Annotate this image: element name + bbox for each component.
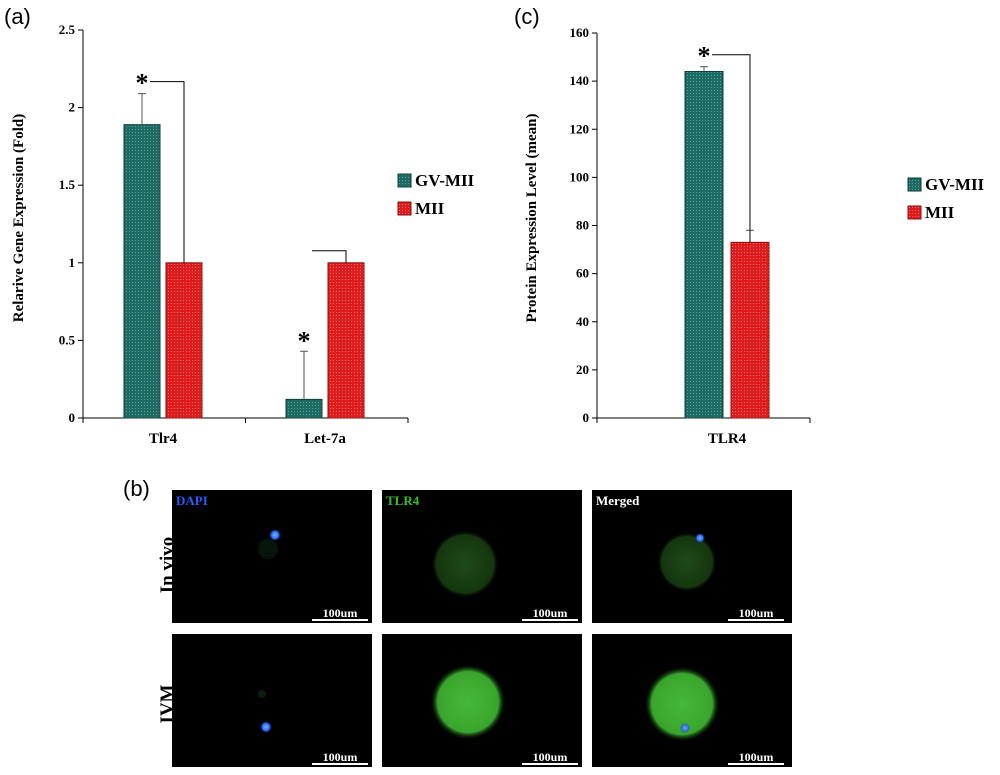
image-in-vivo-tlr4: TLR4 100um — [382, 490, 582, 623]
scale-bar-label: 100um — [323, 606, 358, 620]
panel-label-a: (a) — [4, 4, 31, 29]
y-tick-label: 100 — [570, 169, 590, 184]
x-category-label: Tlr4 — [149, 431, 178, 447]
x-category-label: TLR4 — [708, 431, 747, 447]
y-tick-label: 120 — [570, 121, 590, 136]
channel-label-dapi: DAPI — [176, 493, 208, 508]
image-ivm-dapi: 100um — [172, 634, 372, 767]
legend-label-gv-mii: GV-MII — [415, 171, 475, 190]
nucleus-spot — [269, 529, 281, 541]
legend-label-mii: MII — [415, 199, 445, 218]
y-tick-label: 20 — [576, 362, 589, 377]
image-ivm-merged: 100um — [592, 634, 792, 767]
nucleus-spot — [695, 533, 705, 543]
scale-bar-label: 100um — [533, 750, 568, 764]
significance-star: * — [298, 326, 311, 355]
microscopy-panel: In vivo IVM DAPI 100um TLR4 100um Merged… — [157, 490, 792, 767]
bar-mii-let-7a — [327, 262, 365, 419]
panel-label-c: (c) — [514, 4, 540, 29]
y-tick-label: 80 — [576, 218, 589, 233]
bar-mii-tlr4 — [730, 241, 770, 419]
significance-star: * — [136, 69, 149, 98]
y-tick-label: 2.5 — [59, 22, 76, 37]
scale-bar-label: 100um — [323, 750, 358, 764]
chart-c-y-axis-label: Protein Expression Level (mean) — [524, 113, 540, 322]
scale-bar-label: 100um — [739, 750, 774, 764]
y-tick-label: 40 — [576, 314, 589, 329]
chart-a: Relarive Gene Expression (Fold) 0 0.5 1 1.5… — [11, 22, 475, 447]
legend-label-gv-mii: GV-MII — [925, 175, 985, 194]
scale-bar-label: 100um — [739, 606, 774, 620]
bar-mii-tlr4 — [165, 262, 203, 419]
significance-bracket — [712, 54, 751, 243]
y-tick-label: 140 — [570, 73, 590, 88]
y-tick-label: 0 — [583, 410, 590, 425]
bar-gv-mii-let-7a — [285, 398, 323, 419]
significance-bracket — [150, 81, 185, 263]
scale-bar-label: 100um — [533, 606, 568, 620]
image-ivm-tlr4: 100um — [382, 634, 582, 767]
legend-label-mii: MII — [925, 203, 955, 222]
chart-a-y-axis-label: Relarive Gene Expression (Fold) — [11, 114, 27, 322]
bar-gv-mii-tlr4 — [123, 124, 161, 419]
y-tick-label: 160 — [570, 25, 590, 40]
y-tick-label: 2 — [69, 100, 76, 115]
y-tick-label: 0.5 — [59, 332, 76, 347]
y-tick-label: 0 — [69, 410, 76, 425]
legend-swatch-gv-mii — [397, 173, 412, 188]
y-tick-label: 1 — [69, 255, 76, 270]
x-category-label: Let-7a — [304, 431, 346, 447]
significance-bracket — [312, 250, 347, 263]
legend-swatch-mii — [397, 201, 412, 216]
legend-swatch-gv-mii — [907, 177, 922, 192]
significance-star: * — [698, 42, 711, 71]
panel-label-b: (b) — [123, 476, 150, 501]
y-tick-label: 1.5 — [59, 177, 76, 192]
chart-c: Protein Expression Level (mean) 0 20 40 60 8… — [524, 25, 985, 447]
nucleus-spot — [680, 723, 690, 733]
channel-label-tlr4: TLR4 — [386, 493, 420, 508]
bar-gv-mii-tlr4 — [684, 71, 724, 419]
channel-label-merged: Merged — [596, 493, 640, 508]
image-in-vivo-dapi: DAPI 100um — [172, 490, 372, 623]
legend-swatch-mii — [907, 205, 922, 220]
image-in-vivo-merged: Merged 100um — [592, 490, 792, 623]
nucleus-spot — [260, 721, 272, 733]
y-tick-label: 60 — [576, 266, 589, 281]
